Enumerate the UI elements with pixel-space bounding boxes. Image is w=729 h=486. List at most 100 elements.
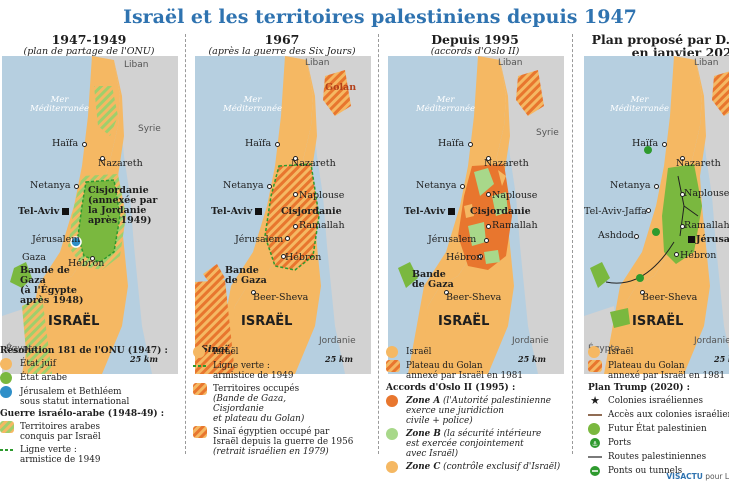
- city-label: Hébron: [285, 252, 322, 263]
- legend-item: Territoires arabes conquis par Israël: [0, 421, 180, 442]
- city-label: Hébron: [680, 250, 717, 261]
- city-marker: [251, 290, 256, 295]
- capital-marker: [62, 208, 69, 215]
- city-label: Nazareth: [291, 158, 336, 169]
- city-marker: [486, 224, 491, 229]
- swatch: [588, 423, 600, 435]
- city-marker: [100, 156, 105, 161]
- legend-text: Ligne verte : armistice de 1949: [20, 445, 101, 465]
- panel-1995: Depuis 1995 (accords d'Oslo II) Mer Médi…: [386, 32, 564, 482]
- city-marker: [674, 252, 679, 257]
- legend-text: État arabe: [20, 373, 68, 383]
- city-label: Tel-Aviv: [211, 206, 253, 217]
- legend-item: Territoires occupés (Bande de Gaza, Cisj…: [193, 383, 373, 424]
- city-label: Haïfa: [52, 138, 79, 149]
- neighbor-label: Liban: [124, 60, 149, 70]
- city-label: Nazareth: [98, 158, 143, 169]
- region-label: Sinaï: [201, 344, 229, 355]
- legend-item: Zone B (la sécurité intérieure est exerc…: [386, 428, 566, 459]
- city-label: Hébron: [68, 258, 105, 269]
- legend-text-sub: (contrôle exclusif d'Israël): [443, 462, 561, 472]
- legend-text: Plateau du Golan annexé par Israël en 19…: [406, 361, 523, 381]
- city-marker: [634, 234, 639, 239]
- legend-heading: Guerre israélo-arabe (1948-49) :: [0, 409, 165, 419]
- city-marker: [680, 156, 685, 161]
- swatch: [588, 346, 600, 358]
- legend-item: Sinaï égyptien occupé par Israël depuis …: [193, 426, 373, 457]
- neighbor-label: Égypte: [6, 344, 38, 354]
- panel-title: Plan proposé par D. Trump: [591, 32, 729, 47]
- legend-heading: Résolution 181 de l'ONU (1947) :: [0, 346, 168, 356]
- region-label: Bande de Gaza: [225, 265, 267, 286]
- legend-item: Ligne verte : armistice de 1949: [193, 361, 373, 381]
- panel-divider: [378, 34, 379, 454]
- page-title: Israël et les territoires palestiniens d…: [123, 6, 637, 28]
- legend-text: État juif: [20, 359, 56, 369]
- legend-text: Sinaï égyptien occupé par Israël depuis …: [213, 427, 373, 457]
- city-marker: [460, 184, 465, 189]
- legend-text: Zone B (la sécurité intérieure est exerc…: [406, 429, 566, 459]
- panel-divider: [572, 34, 573, 454]
- scale-label: 25 km: [518, 354, 546, 364]
- sea-label: Mer Méditerranée: [416, 95, 476, 114]
- city-label: Netanya: [416, 180, 457, 191]
- access-line-icon: [588, 414, 602, 416]
- legend-text: Plateau du Golan annexé par Israël en 19…: [608, 361, 725, 381]
- city-marker: [444, 290, 449, 295]
- swatch: [386, 360, 400, 372]
- legend-item: Jérusalem et Bethléem sous statut intern…: [0, 386, 180, 407]
- legend-text: Ligne verte : armistice de 1949: [213, 361, 294, 381]
- legend-text: Israël: [406, 347, 432, 357]
- city-label: Beer-Sheva: [253, 292, 309, 303]
- region-label: Cisjordanie: [281, 206, 342, 217]
- city-marker: [90, 256, 95, 261]
- panel-divider: [185, 34, 186, 454]
- city-marker: [275, 142, 280, 147]
- country-label: ISRAËL: [438, 314, 490, 329]
- city-marker: [468, 142, 473, 147]
- city-label: Netanya: [610, 180, 651, 191]
- city-marker: [267, 184, 272, 189]
- anchor-icon: ⚓: [590, 438, 600, 448]
- neighbor-label: Syrie: [138, 124, 161, 134]
- country-label: ISRAËL: [632, 314, 684, 329]
- legend-text-main: Territoires occupés: [213, 384, 300, 394]
- legend-1967: Israël Ligne verte : armistice de 1949 T…: [193, 344, 373, 457]
- swatch: [193, 365, 207, 367]
- swatch: [588, 360, 602, 372]
- panel-title: Depuis 1995: [431, 32, 519, 47]
- legend-item: Zone C (contrôle exclusif d'Israël): [386, 461, 566, 473]
- city-label: Haïfa: [245, 138, 272, 149]
- capital-marker: [448, 208, 455, 215]
- legend-item: ★ Colonies israéliennes: [588, 395, 729, 407]
- legend-text: Israël: [213, 347, 239, 357]
- swatch: [0, 421, 14, 433]
- city-label: Netanya: [30, 180, 71, 191]
- sea-label: Mer Méditerranée: [30, 95, 90, 114]
- city-marker: [293, 224, 298, 229]
- legend-item: Futur État palestinien: [588, 423, 729, 435]
- legend-1947: Résolution 181 de l'ONU (1947) : État ju…: [0, 344, 180, 465]
- legend-text: Territoires arabes conquis par Israël: [20, 422, 101, 442]
- road-icon: [588, 456, 602, 458]
- legend-text: Israël: [608, 347, 634, 357]
- legend-2020: Israël Plateau du Golan annexé par Israë…: [588, 344, 729, 477]
- capital-marker: [255, 208, 262, 215]
- swatch: [386, 461, 398, 473]
- scale-label: 25 km: [325, 354, 353, 364]
- city-marker: [281, 254, 286, 259]
- swatch: [0, 386, 12, 398]
- city-label: Jérusalem: [428, 234, 477, 245]
- swatch: [386, 395, 398, 407]
- region-label: Bande de Gaza: [412, 269, 454, 290]
- legend-item: Israël: [386, 346, 566, 358]
- legend-text-main: Zone A: [406, 396, 441, 406]
- capital-marker: [688, 236, 695, 243]
- city-marker: [484, 238, 489, 243]
- city-marker: [478, 254, 483, 259]
- legend-text-sub: (retrait israélien en 1979): [213, 447, 329, 457]
- legend-text: Ponts ou tunnels: [608, 466, 683, 476]
- region-label: Golan: [325, 82, 357, 93]
- city-marker: [680, 224, 685, 229]
- city-label: Haïfa: [632, 138, 659, 149]
